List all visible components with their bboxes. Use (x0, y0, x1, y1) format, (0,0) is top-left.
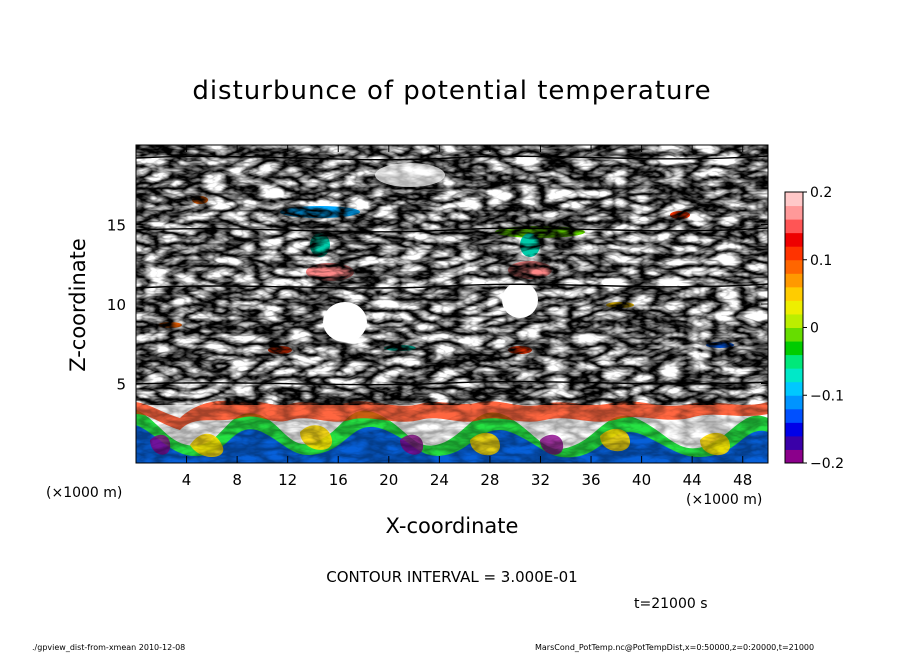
colorbar-swatch (785, 246, 803, 261)
x-tick-label: 44 (683, 471, 702, 489)
x-axis-label: X-coordinate (385, 514, 519, 538)
colorbar-swatch (785, 395, 803, 410)
contour-interval-label: CONTOUR INTERVAL = 3.000E-01 (326, 568, 578, 586)
colorbar-swatch (785, 300, 803, 315)
colorbar-swatch (785, 449, 803, 464)
colorbar-tick-label: 0 (810, 321, 819, 337)
colorbar-swatch (785, 435, 803, 450)
x-tick-label: 48 (733, 471, 752, 489)
x-axis-ticks: 4 8 12 16 20 24 28 32 36 40 44 48 (182, 145, 752, 489)
colorbar-swatch (785, 192, 803, 207)
colorbar-swatch (785, 259, 803, 274)
colorbar-swatch (785, 273, 803, 288)
x-tick-label: 28 (480, 471, 499, 489)
x-tick-label: 16 (329, 471, 348, 489)
strata-contours (136, 155, 768, 386)
colorbar-swatch (785, 368, 803, 383)
colorbar-swatch (785, 219, 803, 234)
x-tick-label: 8 (232, 471, 242, 489)
colorbar-swatch (785, 341, 803, 356)
colorbar-tick-label: −0.2 (810, 456, 844, 472)
colorbar-swatch (785, 205, 803, 220)
y-tick-label: 5 (116, 376, 126, 394)
colorbar-swatch (785, 327, 803, 342)
colorbar-swatch (785, 381, 803, 396)
x-tick-label: 40 (632, 471, 651, 489)
plot-area (136, 145, 768, 463)
x-tick-label: 20 (379, 471, 398, 489)
x-tick-label: 12 (278, 471, 297, 489)
chart-title: disturbunce of potential temperature (192, 76, 712, 106)
x-unit-label-left: (×1000 m) (46, 485, 123, 501)
colorbar-tick-label: 0.2 (810, 185, 832, 201)
x-tick-label: 32 (531, 471, 550, 489)
footer-script-label: ./gpview_dist-from-xmean 2010-12-08 (32, 643, 186, 652)
colorbar-swatch (785, 422, 803, 437)
y-tick-label: 10 (107, 296, 126, 314)
x-unit-label-right: (×1000 m) (686, 492, 763, 508)
colorbar-tick-label: −0.1 (810, 388, 844, 404)
y-tick-label: 15 (107, 217, 126, 235)
x-tick-label: 36 (581, 471, 600, 489)
footer-source-label: MarsCond_PotTemp.nc@PotTempDist,x=0:5000… (535, 643, 815, 652)
x-tick-label: 4 (182, 471, 192, 489)
colorbar-swatch (785, 286, 803, 301)
colorbar-tick-label: 0.1 (810, 253, 832, 269)
colorbar-swatch (785, 313, 803, 328)
colorbar-swatch (785, 408, 803, 423)
colorbar: 0.2 0.1 0 −0.1 −0.2 (784, 185, 844, 472)
x-tick-label: 24 (430, 471, 449, 489)
y-axis-ticks: 5 10 15 (107, 217, 768, 394)
colorbar-swatch (785, 354, 803, 369)
time-label: t=21000 s (634, 596, 708, 612)
colorbar-swatch (785, 232, 803, 247)
